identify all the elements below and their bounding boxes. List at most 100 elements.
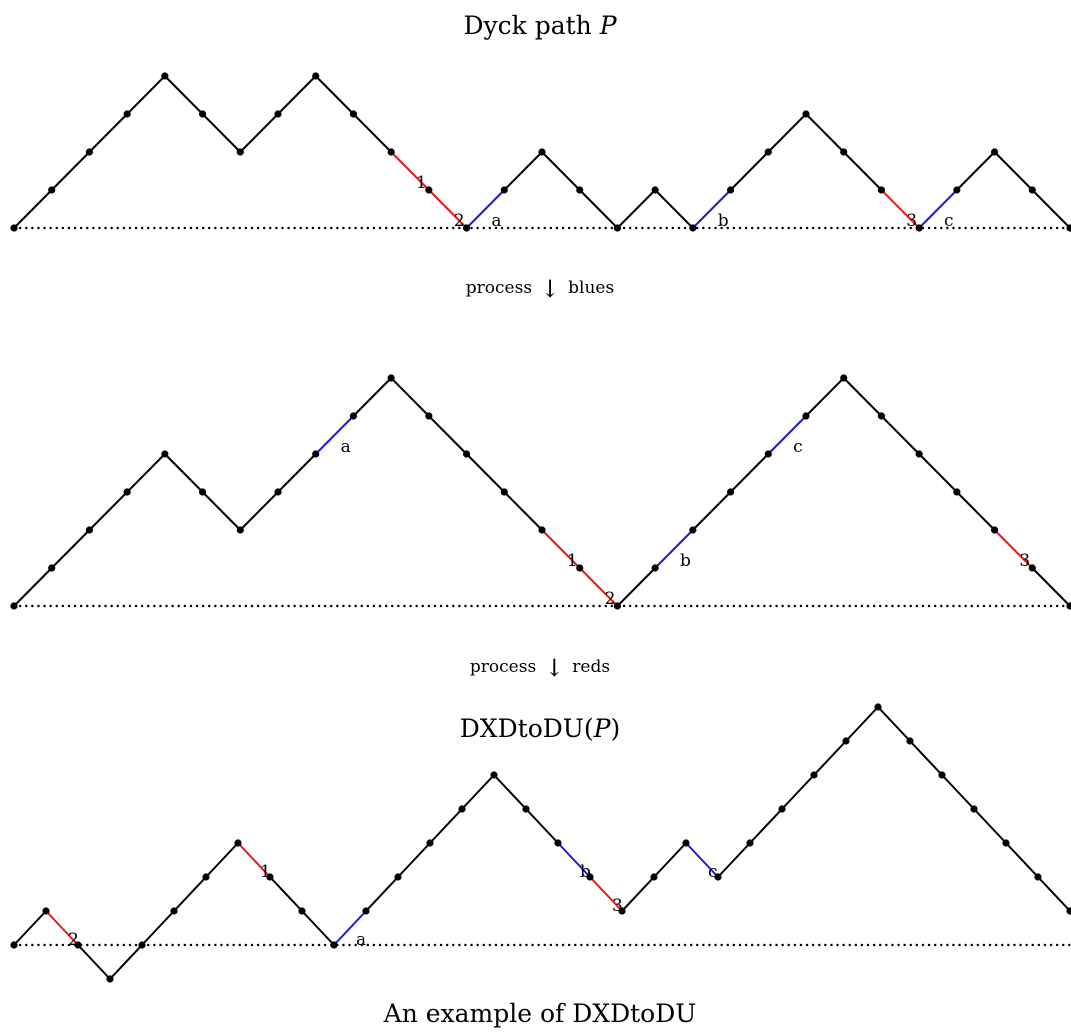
red-step-2	[427, 189, 468, 229]
path-vertex	[953, 186, 961, 194]
red-step-label: 3	[1019, 551, 1030, 571]
path-step	[842, 377, 883, 417]
path-step	[365, 876, 399, 912]
path-vertex	[198, 488, 207, 496]
blue-step-label: b	[718, 211, 729, 231]
path-step	[126, 75, 166, 115]
path-vertex	[10, 941, 18, 949]
path-vertex	[714, 873, 722, 881]
dyck-path-middle: a 1 2 b c 3	[10, 374, 1071, 610]
path-step	[163, 453, 204, 493]
path-step	[781, 774, 815, 810]
path-vertex	[312, 72, 320, 80]
path-vertex	[138, 941, 146, 949]
path-step	[88, 491, 129, 531]
path-vertex	[387, 148, 395, 156]
red-step-label: 2	[605, 589, 616, 609]
path-step	[109, 944, 143, 980]
path-vertex	[618, 907, 626, 915]
red-step-2	[45, 910, 79, 946]
red-step-3	[880, 189, 921, 229]
path-step	[973, 808, 1007, 844]
title-bottom: DXDtoDU(P)	[460, 714, 620, 743]
path-vertex	[953, 488, 961, 496]
path-step	[50, 151, 91, 191]
path-step	[691, 491, 732, 531]
path-step	[541, 151, 581, 191]
path-step	[301, 910, 335, 946]
path-vertex	[576, 186, 584, 194]
path-step	[1005, 842, 1039, 878]
path-vertex	[764, 148, 772, 156]
path-vertex	[48, 186, 56, 194]
path-step	[729, 453, 770, 493]
blue-step-label: b	[680, 551, 691, 571]
title-top: Dyck path P	[463, 11, 617, 40]
dyck-path-bottom: 2 1 a b 3 c	[10, 703, 1071, 983]
process-blues-label: process ↓ blues	[466, 275, 614, 303]
blue-step-b	[654, 529, 694, 569]
path-step	[880, 415, 921, 455]
red-step-label: 1	[416, 173, 427, 193]
red-step-label: 3	[906, 211, 917, 231]
red-step-label: 1	[260, 862, 271, 882]
dyck-path-top: 1 2 a b 3 c	[10, 72, 1071, 232]
red-step-1	[237, 842, 271, 878]
blue-step-label: c	[944, 211, 954, 231]
path-vertex	[161, 72, 169, 80]
path-step	[616, 567, 657, 607]
path-step	[955, 151, 996, 191]
path-vertex	[613, 224, 622, 232]
path-vertex	[236, 148, 244, 156]
path-vertex	[298, 907, 306, 915]
path-step	[525, 808, 559, 844]
path-vertex	[1066, 602, 1071, 610]
path-vertex	[500, 488, 508, 496]
blue-step-a	[314, 415, 355, 455]
path-vertex	[1066, 907, 1071, 915]
path-vertex	[538, 148, 546, 156]
path-step	[749, 808, 783, 844]
path-step	[269, 876, 303, 912]
path-step	[277, 453, 317, 493]
path-vertex	[266, 873, 274, 881]
blue-step-c	[767, 415, 807, 455]
path-step	[397, 842, 431, 878]
path-vertex	[689, 224, 697, 232]
path-vertex	[312, 450, 320, 458]
path-step	[77, 944, 111, 980]
path-vertex	[85, 148, 94, 156]
path-vertex	[1034, 873, 1042, 881]
path-vertex	[651, 186, 659, 194]
blue-step-c	[918, 189, 958, 229]
path-step	[173, 876, 207, 912]
path-vertex	[682, 839, 690, 847]
path-vertex	[938, 771, 946, 779]
path-step	[88, 113, 129, 153]
path-step	[813, 740, 847, 776]
path-vertex	[651, 564, 659, 572]
path-step	[461, 774, 495, 810]
path-vertex	[877, 186, 886, 194]
path-vertex	[746, 839, 754, 847]
path-vertex	[802, 412, 810, 420]
path-vertex	[74, 941, 82, 949]
path-vertex	[522, 805, 530, 813]
path-vertex	[161, 450, 169, 458]
path-step	[390, 377, 430, 417]
path-step	[1031, 189, 1071, 229]
path-vertex	[462, 450, 471, 458]
path-vertex	[274, 488, 282, 496]
path-step	[1037, 876, 1071, 912]
path-vertex	[576, 564, 584, 572]
path-step	[427, 415, 468, 455]
path-step	[163, 75, 204, 115]
path-vertex	[500, 186, 508, 194]
path-step	[429, 808, 463, 844]
red-step-2	[578, 567, 619, 607]
path-step	[503, 151, 543, 191]
path-vertex	[425, 186, 433, 194]
down-arrow-icon: ↓	[544, 654, 564, 682]
path-step	[352, 377, 393, 417]
